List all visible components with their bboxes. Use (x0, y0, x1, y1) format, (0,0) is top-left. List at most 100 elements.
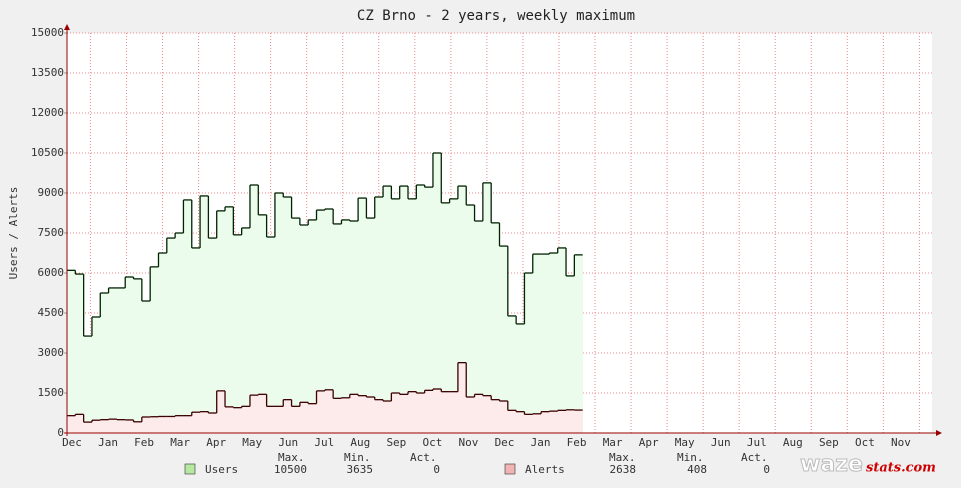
x-tick-label: Jan (531, 436, 551, 449)
area-segment (349, 221, 359, 433)
area-segment (175, 233, 184, 433)
area-segment (499, 401, 509, 433)
y-tick-label: 12000 (31, 106, 64, 119)
area-segment (399, 394, 409, 433)
x-tick-label: Apr (206, 436, 226, 449)
area-segment (507, 315, 517, 433)
area-segment (100, 293, 109, 433)
area-segment (208, 413, 218, 433)
area-segment (566, 409, 575, 433)
area-segment (432, 389, 442, 433)
area-segment (574, 410, 584, 433)
area-segment (441, 202, 450, 433)
x-tick-label: Nov (891, 436, 911, 449)
area-segment (225, 206, 234, 433)
area-segment (399, 186, 409, 433)
area-segment (457, 362, 467, 433)
chart-title: CZ Brno - 2 years, weekly maximum (357, 8, 635, 24)
x-tick-label: May (242, 436, 262, 449)
area-segment (266, 237, 276, 433)
area-segment (191, 412, 201, 433)
x-tick-label: Jun (711, 436, 731, 449)
area-segment (133, 278, 143, 433)
area-segment (524, 273, 534, 433)
area-segment (391, 393, 401, 433)
legend-swatch (184, 463, 196, 475)
area-segment (141, 301, 151, 433)
area-segment (175, 415, 184, 433)
area-segment (557, 247, 567, 433)
legend-swatch (504, 463, 516, 475)
area-segment (449, 198, 459, 433)
area-segment (249, 395, 259, 433)
area-segment (574, 254, 584, 433)
area-segment (441, 391, 450, 433)
y-axis-arrow (64, 24, 70, 30)
area-segment (308, 219, 317, 433)
area-segment (258, 214, 268, 433)
x-tick-label: Nov (459, 436, 479, 449)
area-segment (274, 406, 284, 433)
x-tick-label: Aug (783, 436, 803, 449)
area-segment (449, 391, 459, 433)
area-segment (432, 153, 442, 433)
area-segment (274, 193, 284, 433)
x-axis-arrow (936, 430, 942, 436)
area-segment (158, 416, 168, 433)
area-segment (241, 227, 251, 433)
area-segment (549, 253, 559, 433)
x-tick-label: Sep (386, 436, 406, 449)
area-segment (408, 198, 417, 433)
marks (67, 152, 584, 433)
y-tick-label: 7500 (38, 226, 65, 239)
area-segment (291, 406, 301, 433)
area-segment (316, 210, 326, 433)
area-segment (108, 287, 118, 433)
legend-value: 0 (433, 463, 440, 476)
y-tick-label: 13500 (31, 66, 64, 79)
x-tick-label: Feb (134, 436, 154, 449)
area-segment (549, 411, 559, 433)
area-segment (474, 394, 484, 433)
area-segment (366, 218, 376, 433)
area-segment (358, 395, 367, 433)
area-segment (383, 186, 392, 433)
area-segment (541, 254, 550, 433)
area-segment (466, 397, 475, 433)
logo: waze (800, 452, 863, 477)
area-segment (216, 210, 226, 433)
area-segment (383, 401, 392, 433)
area-segment (341, 397, 351, 433)
x-tick-label: Feb (567, 436, 587, 449)
x-tick-label: Aug (350, 436, 370, 449)
legend-header: Max. (609, 451, 636, 464)
area-segment (299, 225, 309, 433)
y-tick-label: 15000 (31, 26, 64, 39)
area-segment (333, 398, 342, 433)
y-tick-label: 6000 (38, 266, 65, 279)
x-tick-label: Jul (314, 436, 334, 449)
area-segment (416, 185, 426, 433)
area-segment (333, 223, 342, 433)
area-segment (91, 420, 101, 433)
legend-header: Min. (344, 451, 371, 464)
x-tick-label: Jan (98, 436, 118, 449)
area-segment (75, 414, 85, 433)
area-segment (83, 422, 93, 433)
x-tick-label: Sep (819, 436, 839, 449)
area-segment (67, 270, 76, 433)
x-tick-label: Oct (855, 436, 875, 449)
area-segment (474, 221, 484, 433)
area-segment (482, 395, 492, 433)
area-segment (200, 411, 209, 433)
area-segment (324, 209, 334, 433)
y-tick-label: 9000 (38, 186, 65, 199)
area-segment (283, 399, 292, 433)
y-tick-label: 3000 (38, 346, 65, 359)
area-segment (324, 389, 334, 433)
area-segment (349, 394, 359, 433)
area-segment (75, 274, 85, 433)
area-segment (100, 419, 109, 433)
area-segment (249, 185, 259, 433)
area-segment (125, 277, 134, 433)
